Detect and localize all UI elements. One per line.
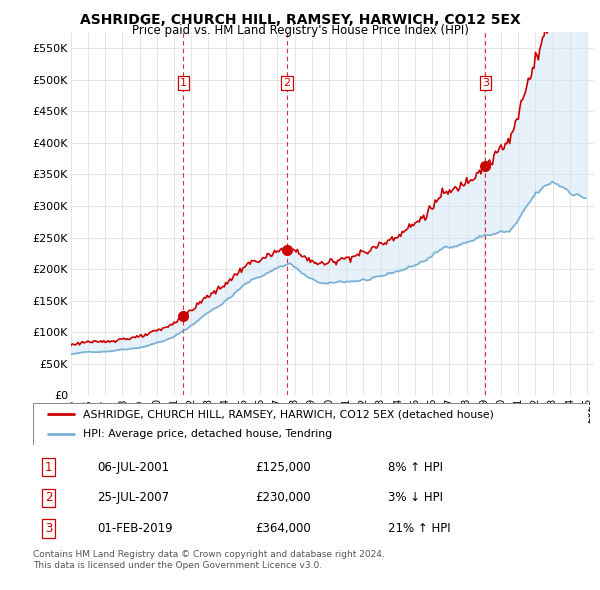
Text: 3% ↓ HPI: 3% ↓ HPI: [388, 491, 443, 504]
Text: Price paid vs. HM Land Registry's House Price Index (HPI): Price paid vs. HM Land Registry's House …: [131, 24, 469, 37]
Text: 1: 1: [45, 461, 52, 474]
Text: 2: 2: [45, 491, 52, 504]
Text: 21% ↑ HPI: 21% ↑ HPI: [388, 522, 451, 535]
Text: 8% ↑ HPI: 8% ↑ HPI: [388, 461, 443, 474]
Text: This data is licensed under the Open Government Licence v3.0.: This data is licensed under the Open Gov…: [33, 560, 322, 569]
Text: 06-JUL-2001: 06-JUL-2001: [97, 461, 169, 474]
Text: 01-FEB-2019: 01-FEB-2019: [97, 522, 172, 535]
Text: £230,000: £230,000: [255, 491, 311, 504]
Text: 25-JUL-2007: 25-JUL-2007: [97, 491, 169, 504]
Text: 3: 3: [482, 78, 489, 88]
Text: 1: 1: [180, 78, 187, 88]
Text: 3: 3: [45, 522, 52, 535]
Text: HPI: Average price, detached house, Tendring: HPI: Average price, detached house, Tend…: [83, 429, 332, 439]
Text: 2: 2: [283, 78, 290, 88]
Text: Contains HM Land Registry data © Crown copyright and database right 2024.: Contains HM Land Registry data © Crown c…: [33, 550, 385, 559]
Text: £125,000: £125,000: [255, 461, 311, 474]
Text: £364,000: £364,000: [255, 522, 311, 535]
Text: ASHRIDGE, CHURCH HILL, RAMSEY, HARWICH, CO12 5EX: ASHRIDGE, CHURCH HILL, RAMSEY, HARWICH, …: [80, 13, 520, 27]
Text: ASHRIDGE, CHURCH HILL, RAMSEY, HARWICH, CO12 5EX (detached house): ASHRIDGE, CHURCH HILL, RAMSEY, HARWICH, …: [83, 409, 494, 419]
